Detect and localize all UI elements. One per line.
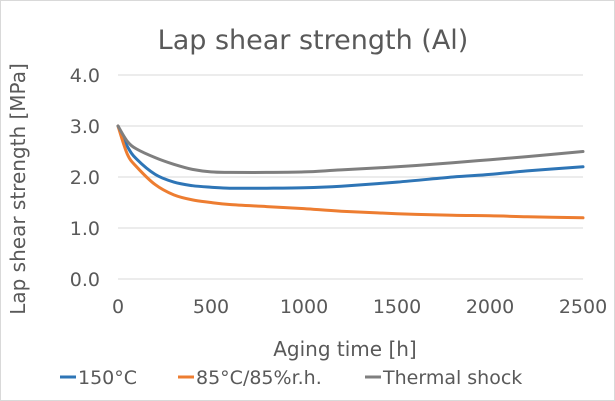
x-tick-label: 2000: [466, 296, 514, 318]
y-tick-label: 3.0: [70, 116, 100, 138]
series-line-2: [116, 124, 585, 174]
x-tick-label: 500: [193, 296, 229, 318]
y-tick-label: 2.0: [70, 167, 100, 189]
y-tick-labels: 0.0 1.0 2.0 3.0 4.0: [70, 65, 100, 291]
legend-label-2: Thermal shock: [382, 367, 522, 389]
x-tick-label: 0: [112, 296, 124, 318]
x-tick-label: 1500: [373, 296, 421, 318]
series-line-0: [116, 124, 585, 190]
y-tick-label: 0.0: [70, 269, 100, 291]
y-tick-label: 4.0: [70, 65, 100, 87]
chart-title: Lap shear strength (Al): [158, 25, 469, 56]
x-tick-label: 2500: [559, 296, 607, 318]
legend-label-0: 150°C: [78, 367, 137, 389]
y-axis-label: Lap shear strength [MPa]: [6, 63, 30, 315]
gridlines: [118, 74, 583, 280]
series-lines: [116, 124, 585, 220]
legend: 150°C 85°C/85%r.h. Thermal shock: [60, 367, 522, 389]
x-axis-label: Aging time [h]: [273, 337, 417, 361]
series-line-1: [116, 124, 585, 220]
x-tick-labels: 0 500 1000 1500 2000 2500: [112, 296, 607, 318]
legend-label-1: 85°C/85%r.h.: [196, 367, 322, 389]
x-tick-label: 1000: [280, 296, 328, 318]
y-tick-label: 1.0: [70, 218, 100, 240]
